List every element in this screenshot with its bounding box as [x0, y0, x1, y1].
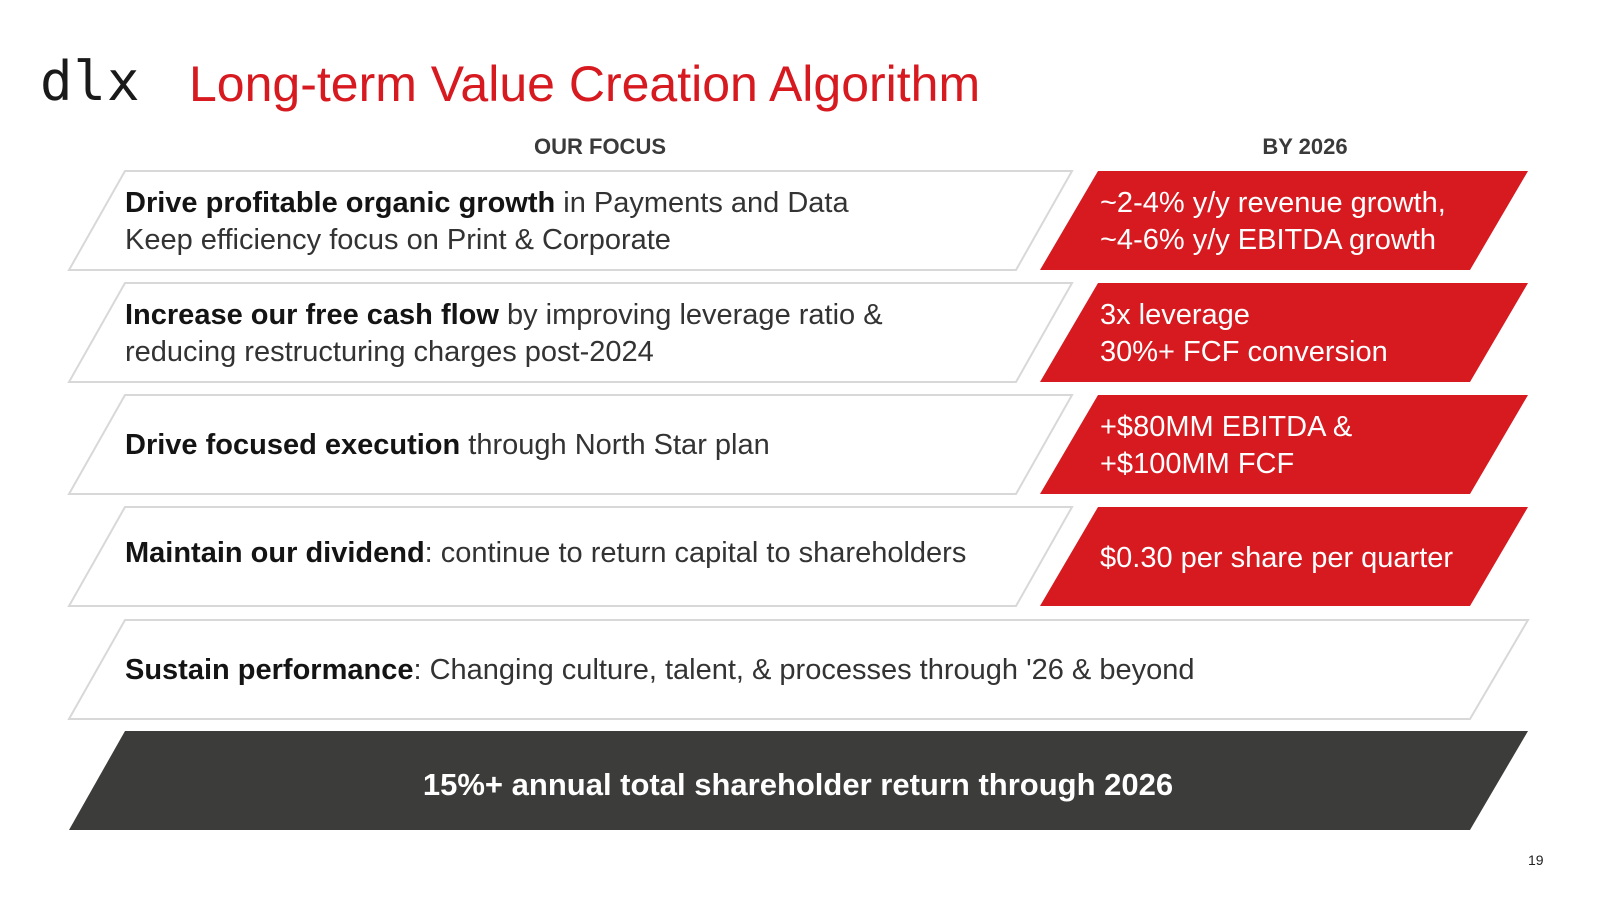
focus-row-4-rest: : continue to return capital to sharehol… — [424, 537, 967, 569]
target-band-1 — [1040, 171, 1528, 270]
target-band-3 — [1040, 395, 1528, 494]
total-return-band — [69, 731, 1528, 830]
focus-band-4 — [67, 506, 1074, 607]
focus-row-1-line-2-text: Keep efficiency focus on Print & Corpora… — [125, 224, 671, 256]
target-row-4: $0.30 per share per quarter — [1100, 540, 1453, 577]
focus-row-2: Increase our free cash flow by improving… — [125, 297, 883, 371]
focus-row-2-line-2-text: reducing restructuring charges post-2024 — [125, 336, 654, 368]
focus-band-1 — [67, 170, 1074, 271]
target-row-3-line-2: +$100MM FCF — [1100, 448, 1295, 480]
target-band-2 — [1040, 283, 1528, 382]
page-number: 19 — [1528, 852, 1544, 868]
focus-band-2 — [67, 282, 1074, 383]
page-title: Long-term Value Creation Algorithm — [189, 56, 981, 112]
focus-row-1-rest: in Payments and Data — [555, 187, 849, 219]
focus-row-3-rest: through North Star plan — [460, 429, 770, 461]
sustain-band — [67, 619, 1530, 720]
target-row-3-line-1: +$80MM EBITDA & — [1100, 411, 1353, 443]
focus-row-2-rest: by improving leverage ratio & — [498, 299, 883, 331]
focus-row-1: Drive profitable organic growth in Payme… — [125, 185, 849, 259]
focus-row-1-line-1: Drive profitable organic growth in Payme… — [125, 185, 849, 222]
focus-row-4: Maintain our dividend: continue to retur… — [125, 535, 966, 572]
total-return-text: 15%+ annual total shareholder return thr… — [422, 767, 1174, 802]
target-row-3: +$80MM EBITDA & +$100MM FCF — [1100, 409, 1352, 483]
sustain-bold: Sustain performance — [125, 654, 414, 686]
focus-row-3-line-1: Drive focused execution through North St… — [125, 427, 770, 464]
target-row-1-line-2: ~4-6% y/y EBITDA growth — [1100, 224, 1437, 256]
focus-row-3-bold: Drive focused execution — [125, 429, 461, 461]
target-row-4-line-1: $0.30 per share per quarter — [1100, 542, 1454, 574]
target-row-2-line-2: 30%+ FCF conversion — [1100, 336, 1388, 368]
focus-row-4-line-1: Maintain our dividend: continue to retur… — [125, 535, 966, 572]
focus-row-2-bold: Increase our free cash flow — [125, 299, 499, 331]
focus-row-4-bold: Maintain our dividend — [125, 537, 425, 569]
by-2026-heading: BY 2026 — [1262, 134, 1348, 159]
focus-row-2-line-2: reducing restructuring charges post-2024 — [125, 334, 883, 371]
focus-row-3: Drive focused execution through North St… — [125, 427, 770, 464]
focus-row-1-bold: Drive profitable organic growth — [125, 187, 556, 219]
sustain-text: Sustain performance: Changing culture, t… — [125, 652, 1194, 689]
our-focus-heading: OUR FOCUS — [534, 134, 666, 159]
dlx-logo: dlx — [40, 50, 141, 113]
target-row-1: ~2-4% y/y revenue growth, ~4-6% y/y EBIT… — [1100, 185, 1446, 259]
target-band-4 — [1040, 507, 1528, 606]
focus-row-2-line-1: Increase our free cash flow by improving… — [125, 297, 883, 334]
target-row-2: 3x leverage 30%+ FCF conversion — [1100, 297, 1388, 371]
sustain-rest: : Changing culture, talent, & processes … — [413, 654, 1195, 686]
target-row-1-line-1: ~2-4% y/y revenue growth, — [1100, 187, 1446, 219]
focus-band-3 — [67, 394, 1074, 495]
target-row-2-line-1: 3x leverage — [1100, 299, 1250, 331]
focus-row-1-line-2: Keep efficiency focus on Print & Corpora… — [125, 222, 849, 259]
